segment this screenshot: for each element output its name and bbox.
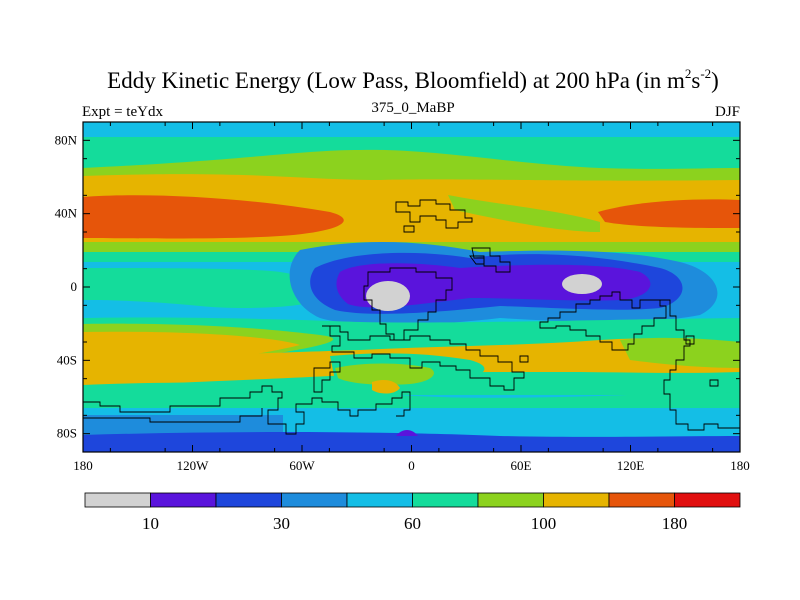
colorbar-swatch bbox=[150, 492, 217, 508]
island-outline-3 bbox=[709, 379, 719, 387]
jet-core-asia bbox=[598, 199, 740, 228]
colorbar-label: 30 bbox=[273, 514, 290, 533]
antarctic-min bbox=[83, 432, 740, 452]
colorbar-label: 10 bbox=[142, 514, 159, 533]
antarctic-spot bbox=[396, 430, 418, 436]
ice-shelf-line bbox=[83, 408, 263, 423]
axis-ticks bbox=[82, 121, 741, 453]
experiment-label: Expt = teYdx bbox=[82, 104, 163, 120]
island-outline-2 bbox=[313, 361, 341, 393]
colorbar-swatch bbox=[346, 492, 413, 508]
x-tick-label: 60W bbox=[289, 458, 315, 473]
y-tick-label: 80S bbox=[57, 426, 77, 441]
colorbar: 10 30 60 100 180 bbox=[84, 492, 741, 533]
antarctic-coast-east bbox=[660, 299, 740, 431]
colorbar-label: 60 bbox=[404, 514, 421, 533]
gulf-outline bbox=[469, 255, 485, 265]
x-tick-label: 0 bbox=[408, 458, 415, 473]
x-tick-label: 60E bbox=[511, 458, 532, 473]
y-tick-label: 0 bbox=[71, 279, 78, 294]
colorbar-swatch bbox=[281, 492, 348, 508]
colorbar-swatch bbox=[477, 492, 544, 508]
jet-core-pacific bbox=[83, 195, 344, 239]
island-outline bbox=[519, 355, 529, 363]
y-tick-label: 40S bbox=[57, 352, 77, 367]
africa-outline bbox=[363, 267, 453, 341]
y-tick-label: 80N bbox=[55, 132, 78, 147]
south-america-outline bbox=[322, 325, 525, 391]
min-patch-east bbox=[562, 274, 602, 294]
x-tick-label: 180 bbox=[730, 458, 750, 473]
colorbar-swatch bbox=[412, 492, 479, 508]
title-end: ) bbox=[711, 68, 719, 93]
y-tick-label: 40N bbox=[55, 206, 78, 221]
title-unit-s: s bbox=[691, 68, 701, 93]
band-arctic bbox=[83, 126, 740, 138]
colorbar-swatch bbox=[608, 492, 675, 508]
iberia-outline bbox=[403, 225, 415, 233]
map-field bbox=[83, 122, 740, 452]
title-superscript-1: 2 bbox=[684, 66, 692, 81]
title-text: Eddy Kinetic Energy (Low Pass, Bloomfiel… bbox=[107, 68, 685, 93]
antarctic-low-west bbox=[83, 415, 283, 435]
colorbar-swatch bbox=[84, 492, 151, 508]
x-tick-label: 120W bbox=[177, 458, 210, 473]
europe-outline bbox=[395, 199, 473, 229]
x-tick-label: 180 bbox=[73, 458, 93, 473]
title-superscript-2: -2 bbox=[700, 66, 712, 81]
axis-tick-labels: 180 120W 60W 0 60E 120E 180 80N 40N 0 40S 80S bbox=[55, 132, 750, 473]
south-atlantic-inner bbox=[335, 363, 434, 385]
plot-title: Eddy Kinetic Energy (Low Pass, Bloomfiel… bbox=[0, 66, 800, 94]
south-indian-green bbox=[620, 337, 740, 368]
colorbar-swatch bbox=[674, 492, 741, 508]
colorbar-label: 100 bbox=[531, 514, 557, 533]
min-patch-west bbox=[366, 281, 410, 311]
spot-east-atlantic bbox=[448, 195, 600, 232]
pacific-tropical-green bbox=[83, 268, 324, 308]
tropical-min-eke bbox=[336, 263, 651, 308]
season-label: DJF bbox=[714, 104, 740, 120]
coastlines bbox=[83, 199, 740, 435]
antarctic-coast-west bbox=[83, 385, 411, 435]
colorbar-swatch bbox=[543, 492, 610, 508]
island-outline-4 bbox=[685, 335, 695, 345]
colorbar-swatch bbox=[215, 492, 282, 508]
period-label: 375_0_MaBP bbox=[371, 100, 455, 116]
australia-outline bbox=[539, 291, 667, 351]
colorbar-label: 180 bbox=[662, 514, 688, 533]
south-atlantic-spot bbox=[372, 380, 400, 394]
x-tick-label: 120E bbox=[617, 458, 645, 473]
